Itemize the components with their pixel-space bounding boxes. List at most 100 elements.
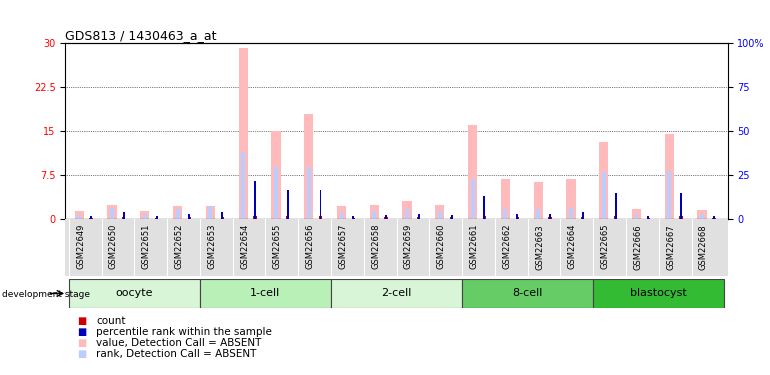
Bar: [286, 216, 290, 219]
Bar: [665, 134, 674, 219]
Bar: [155, 217, 158, 219]
Bar: [89, 217, 92, 219]
Bar: [549, 213, 551, 219]
Bar: [239, 48, 248, 219]
Bar: [569, 208, 573, 219]
Text: rank, Detection Call = ABSENT: rank, Detection Call = ABSENT: [96, 350, 256, 359]
Bar: [200, 279, 331, 308]
Bar: [468, 125, 477, 219]
Bar: [254, 181, 256, 219]
Bar: [470, 179, 474, 219]
Bar: [110, 208, 114, 219]
Text: GSM22656: GSM22656: [306, 224, 315, 269]
Bar: [484, 196, 485, 219]
Text: GSM22650: GSM22650: [109, 224, 118, 269]
Bar: [634, 213, 638, 219]
Text: blastocyst: blastocyst: [631, 288, 687, 298]
Bar: [122, 217, 126, 219]
Bar: [679, 216, 683, 219]
Bar: [353, 216, 354, 219]
Text: value, Detection Call = ABSENT: value, Detection Call = ABSENT: [96, 338, 262, 348]
Bar: [142, 214, 147, 219]
Text: ■: ■: [77, 327, 86, 337]
Bar: [647, 217, 650, 219]
Text: GSM22663: GSM22663: [535, 224, 544, 270]
Text: GSM22664: GSM22664: [567, 224, 577, 269]
Bar: [253, 216, 256, 219]
Text: GDS813 / 1430463_a_at: GDS813 / 1430463_a_at: [65, 29, 217, 42]
Bar: [319, 216, 322, 219]
Bar: [286, 190, 289, 219]
Bar: [602, 172, 606, 219]
Bar: [450, 214, 453, 219]
Text: percentile rank within the sample: percentile rank within the sample: [96, 327, 272, 337]
Bar: [337, 206, 346, 219]
Bar: [206, 206, 215, 219]
Text: GSM22666: GSM22666: [634, 224, 642, 270]
Text: GSM22652: GSM22652: [175, 224, 183, 269]
Text: GSM22658: GSM22658: [371, 224, 380, 269]
Text: GSM22655: GSM22655: [273, 224, 282, 269]
Text: count: count: [96, 316, 126, 326]
Bar: [320, 190, 322, 219]
Text: GSM22662: GSM22662: [502, 224, 511, 269]
Text: GSM22665: GSM22665: [601, 224, 610, 269]
Text: GSM22651: GSM22651: [142, 224, 151, 269]
Text: ■: ■: [77, 316, 86, 326]
Bar: [107, 205, 116, 219]
Bar: [69, 279, 200, 308]
Bar: [209, 207, 213, 219]
Bar: [75, 211, 84, 219]
Bar: [582, 212, 584, 219]
Bar: [581, 217, 584, 219]
Bar: [648, 216, 649, 219]
Text: GSM22654: GSM22654: [240, 224, 249, 269]
Text: ■: ■: [77, 338, 86, 348]
Bar: [536, 209, 540, 219]
Bar: [352, 217, 355, 219]
Bar: [450, 217, 454, 219]
Bar: [700, 214, 704, 219]
Bar: [599, 142, 608, 219]
Bar: [370, 205, 379, 219]
Bar: [340, 212, 343, 219]
Bar: [140, 211, 149, 219]
Bar: [123, 212, 125, 219]
Text: oocyte: oocyte: [116, 288, 153, 298]
Text: GSM22659: GSM22659: [404, 224, 413, 269]
Bar: [304, 114, 313, 219]
Bar: [462, 279, 593, 308]
Text: GSM22667: GSM22667: [666, 224, 675, 270]
Bar: [306, 166, 310, 219]
Bar: [698, 210, 707, 219]
Bar: [331, 279, 462, 308]
Bar: [274, 166, 278, 219]
Text: development stage: development stage: [2, 290, 90, 299]
Bar: [372, 211, 377, 219]
Bar: [221, 212, 223, 219]
Text: GSM22661: GSM22661: [470, 224, 478, 269]
Bar: [593, 279, 725, 308]
Bar: [516, 217, 519, 219]
Text: GSM22657: GSM22657: [338, 224, 347, 269]
Bar: [90, 216, 92, 219]
Bar: [668, 171, 671, 219]
Text: 8-cell: 8-cell: [513, 288, 543, 298]
Bar: [271, 131, 280, 219]
Bar: [534, 182, 543, 219]
Bar: [632, 209, 641, 219]
Bar: [713, 216, 715, 219]
Bar: [435, 205, 444, 219]
Bar: [712, 217, 715, 219]
Bar: [418, 213, 420, 219]
Bar: [500, 179, 510, 219]
Bar: [680, 193, 682, 219]
Bar: [504, 209, 507, 219]
Bar: [220, 217, 224, 219]
Bar: [176, 209, 179, 219]
Bar: [405, 209, 409, 219]
Bar: [438, 211, 442, 219]
Text: GSM22649: GSM22649: [76, 224, 85, 269]
Bar: [516, 213, 518, 219]
Text: GSM22668: GSM22668: [699, 224, 708, 270]
